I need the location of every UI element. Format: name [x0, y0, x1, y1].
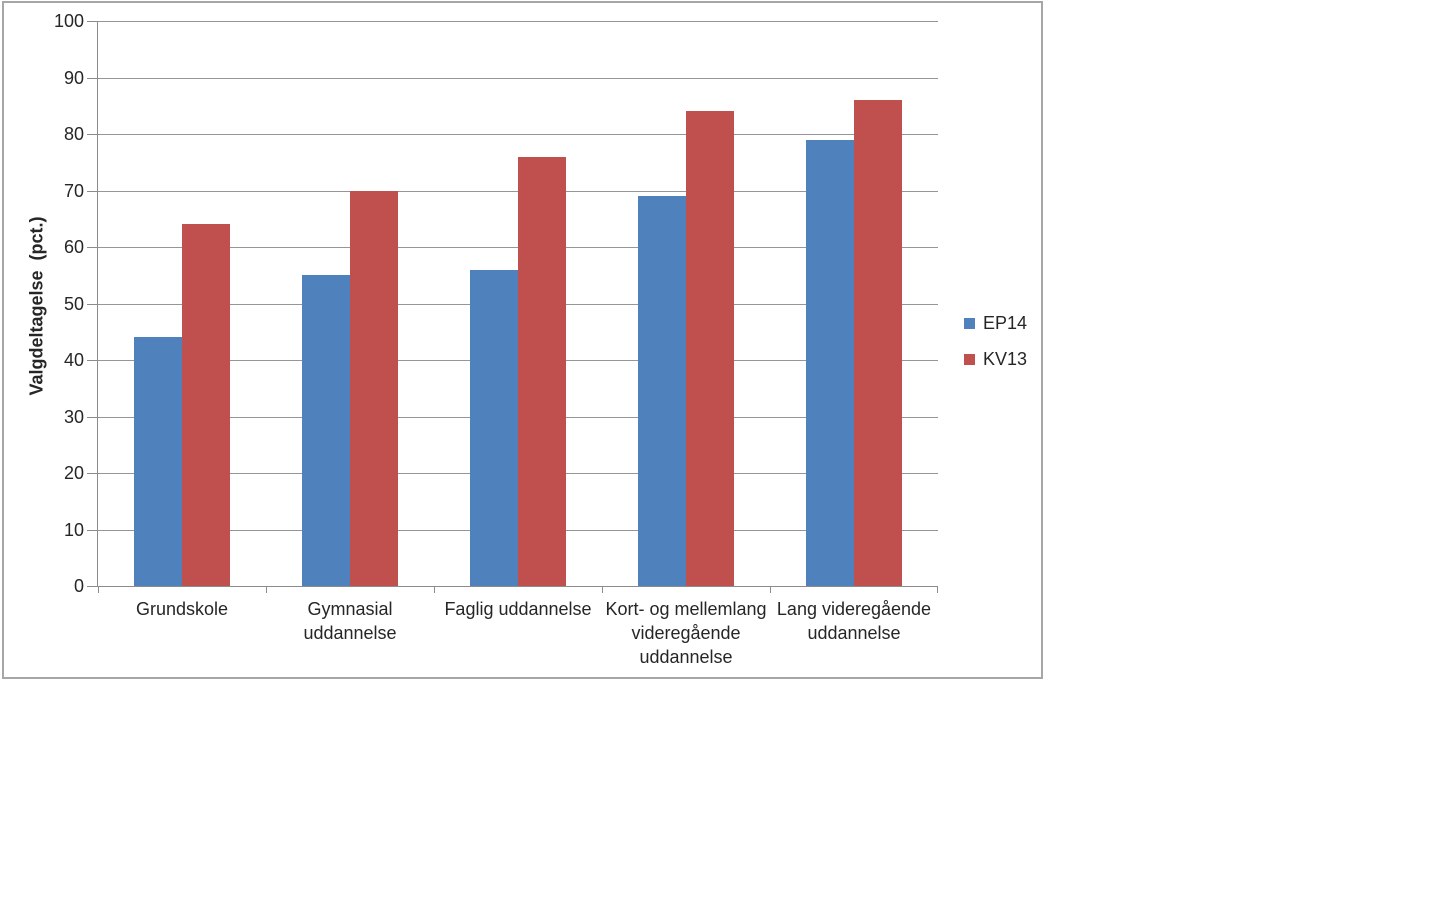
x-axis-tick: [98, 587, 99, 593]
y-axis-tick: [87, 586, 98, 587]
y-tick-label: 70: [63, 181, 84, 201]
y-axis-tick: [87, 247, 98, 248]
y-tick-label: 30: [63, 407, 84, 427]
y-tick-label: 50: [63, 294, 84, 314]
y-tick-label: 0: [73, 576, 84, 596]
x-axis-tick: [770, 587, 771, 593]
y-axis-tick: [87, 191, 98, 192]
x-category-label: Lang videregående uddannelse: [776, 599, 932, 643]
y-tick-label: 100: [53, 11, 84, 31]
y-axis-tick: [87, 417, 98, 418]
y-axis-tick: [87, 304, 98, 305]
y-axis-tick: [87, 134, 98, 135]
x-axis-tick: [266, 587, 267, 593]
y-tick-label: 10: [63, 520, 84, 540]
y-axis-tick: [87, 530, 98, 531]
x-category-label: Gymnasial uddannelse: [303, 599, 397, 643]
bar-KV13-5[interactable]: [854, 100, 902, 586]
bar-KV13-2[interactable]: [350, 191, 398, 586]
gridline: [98, 78, 938, 79]
bar-KV13-4[interactable]: [686, 111, 734, 586]
bar-EP14-3[interactable]: [470, 270, 518, 586]
chart-legend: EP14 KV13: [964, 313, 1027, 385]
bar-KV13-3[interactable]: [518, 157, 566, 586]
y-tick-label: 40: [63, 350, 84, 370]
plot-area: 0 10 20 30 40 50 60 70 80 90 100 Grundskole Gymnasia…: [54, 11, 938, 667]
y-axis-tick: [87, 473, 98, 474]
bar-EP14-5[interactable]: [806, 140, 854, 586]
x-axis-tick: [602, 587, 603, 593]
legend-swatch-icon: [964, 353, 975, 365]
bar-EP14-2[interactable]: [302, 275, 350, 586]
legend-swatch-icon: [964, 317, 975, 329]
y-axis-tick: [87, 21, 98, 22]
bar-chart[interactable]: Valgdeltagelse (pct.) 0 10 20 30 40 50 60 70 80 9…: [2, 1, 1043, 679]
legend-label: EP14: [983, 312, 1028, 333]
legend-item-EP14[interactable]: EP14: [964, 313, 1027, 333]
x-axis-tick: [937, 587, 938, 593]
y-tick-label: 90: [63, 68, 84, 88]
x-category-label: Grundskole: [135, 599, 229, 619]
bar-EP14-1[interactable]: [134, 337, 182, 586]
y-tick-label: 80: [63, 124, 84, 144]
y-tick-label: 20: [63, 463, 84, 483]
y-tick-label: 60: [63, 237, 84, 257]
x-category-label: Faglig uddannelse: [444, 599, 592, 619]
gridline: [98, 21, 938, 22]
legend-label: KV13: [983, 348, 1028, 369]
bar-EP14-4[interactable]: [638, 196, 686, 586]
gridline: [98, 134, 938, 135]
x-category-label: Kort- og mellemlang videregående uddanne…: [605, 599, 767, 667]
y-axis-tick: [87, 78, 98, 79]
y-axis-tick: [87, 360, 98, 361]
x-axis-tick: [434, 587, 435, 593]
legend-item-KV13[interactable]: KV13: [964, 349, 1027, 369]
bar-KV13-1[interactable]: [182, 224, 230, 586]
